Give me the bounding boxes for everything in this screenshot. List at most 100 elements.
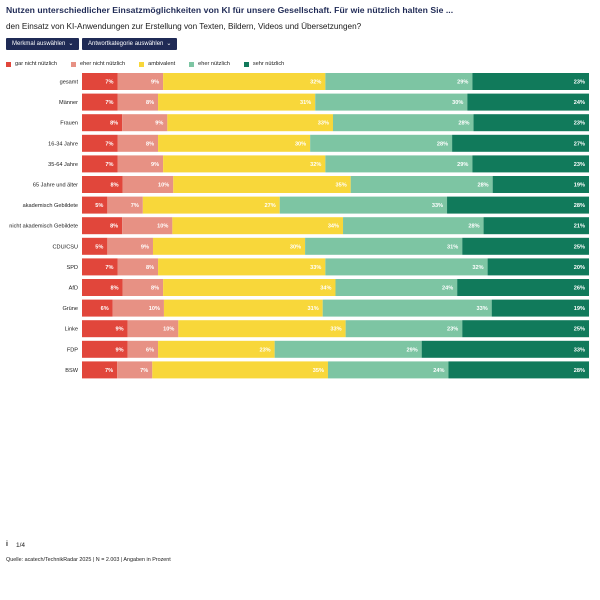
bar-segment[interactable]	[350, 176, 493, 193]
bar-segment[interactable]	[122, 279, 164, 296]
bar-segment[interactable]	[473, 114, 589, 132]
bar-segment[interactable]	[82, 93, 118, 111]
bar-segment[interactable]	[173, 176, 351, 193]
bar-segment[interactable]	[491, 299, 589, 317]
bar-segment[interactable]	[343, 217, 484, 235]
bar-segment[interactable]	[82, 134, 118, 152]
bar-segment[interactable]	[322, 299, 492, 317]
bar-segment[interactable]	[127, 320, 179, 338]
bar-segment[interactable]	[117, 258, 159, 276]
bar-segment[interactable]	[421, 340, 589, 358]
bar-segment[interactable]	[117, 361, 153, 379]
bar-segment[interactable]	[82, 176, 123, 193]
legend-swatch	[139, 61, 145, 67]
bar-segment[interactable]	[172, 217, 344, 235]
bar-segment[interactable]	[122, 176, 174, 193]
bar-segment[interactable]	[82, 361, 118, 379]
bar-segment[interactable]	[178, 320, 346, 338]
bar-segment[interactable]	[447, 196, 589, 214]
bar-segment[interactable]	[462, 320, 589, 338]
bar-segment[interactable]	[163, 73, 326, 90]
bar-segment[interactable]	[117, 134, 159, 152]
bar-segment[interactable]	[163, 299, 323, 317]
bar-segment[interactable]	[167, 114, 333, 132]
bar-segment[interactable]	[467, 93, 589, 111]
bar-segment[interactable]	[163, 155, 326, 173]
bar-segment[interactable]	[152, 237, 306, 255]
legend-item[interactable]: gar nicht nützlich	[6, 61, 57, 67]
bar-segment[interactable]	[82, 73, 118, 90]
bar-segment[interactable]	[325, 155, 473, 173]
bar-segment[interactable]	[315, 93, 468, 111]
bar-segment[interactable]	[82, 114, 123, 132]
bar-segment[interactable]	[332, 114, 474, 132]
bar-segment[interactable]	[82, 320, 128, 338]
bar-segment[interactable]	[462, 237, 589, 255]
bar-segment[interactable]	[483, 217, 589, 235]
bar-segment[interactable]	[325, 258, 488, 276]
data-label: 7%	[105, 368, 113, 374]
bar-segment[interactable]	[82, 279, 123, 296]
stacked-bar-chart: gesamt 7% 9% 32% 29% 23% Männer 7% 8% 31% 30% 24% Fr…	[9, 73, 589, 379]
bar-segment[interactable]	[158, 93, 316, 111]
data-label: 19%	[574, 306, 585, 312]
feature-dropdown[interactable]: Merkmal auswählen ⌄	[6, 38, 80, 50]
data-label: 10%	[158, 183, 169, 189]
chart-legend: gar nicht nützlich eher nicht nützlich amb…	[6, 59, 284, 69]
bar-segment[interactable]	[327, 361, 449, 379]
bar-segment[interactable]	[82, 258, 118, 276]
bar-segment[interactable]	[117, 93, 159, 111]
bar-segment[interactable]	[107, 237, 153, 255]
bar-segment[interactable]	[274, 340, 422, 358]
bar-segment[interactable]	[152, 361, 328, 379]
bar-segment[interactable]	[163, 279, 336, 296]
data-label: 7%	[105, 80, 113, 86]
bar-segment[interactable]	[117, 155, 164, 173]
data-label: 33%	[432, 203, 443, 209]
data-label: 33%	[318, 121, 329, 127]
bar-segment[interactable]	[452, 134, 589, 152]
legend-item[interactable]: ambivalent	[139, 61, 175, 67]
data-label: 8%	[110, 121, 118, 127]
bar-segment[interactable]	[107, 196, 143, 214]
bar-segment[interactable]	[158, 258, 326, 276]
bar-segment[interactable]	[82, 299, 113, 317]
bar-segment[interactable]	[492, 176, 589, 193]
bar-segment[interactable]	[122, 114, 168, 132]
bar-segment[interactable]	[82, 155, 118, 173]
bar-segment[interactable]	[487, 258, 589, 276]
category-dropdown[interactable]: Antwortkategorie auswählen ⌄	[82, 38, 178, 50]
bar-segment[interactable]	[82, 196, 108, 214]
bar-segment[interactable]	[310, 134, 453, 152]
legend-item[interactable]: sehr nützlich	[243, 61, 284, 67]
info-icon[interactable]: i	[6, 541, 8, 548]
bar-segment[interactable]	[122, 217, 173, 235]
bar-segment[interactable]	[335, 279, 458, 296]
bar-segment[interactable]	[448, 361, 589, 379]
bar-segment[interactable]	[305, 237, 463, 255]
bar-segment[interactable]	[457, 279, 589, 296]
bar-segment[interactable]	[142, 196, 280, 214]
data-label: 19%	[574, 183, 585, 189]
bar-segment[interactable]	[158, 340, 275, 358]
bar-segment[interactable]	[127, 340, 159, 358]
data-label: 9%	[141, 244, 149, 250]
bar-segment[interactable]	[345, 320, 463, 338]
bar-segment[interactable]	[279, 196, 448, 214]
legend-item[interactable]: eher nicht nützlich	[70, 61, 125, 67]
bar-segment[interactable]	[82, 237, 108, 255]
bar-segment[interactable]	[112, 299, 164, 317]
data-label: 30%	[295, 141, 306, 147]
bar-segment[interactable]	[82, 340, 128, 358]
data-label: 21%	[574, 224, 585, 230]
bar-segment[interactable]	[472, 73, 589, 90]
bar-segment[interactable]	[325, 73, 473, 90]
legend-item[interactable]: eher nützlich	[189, 61, 230, 67]
bar-segment[interactable]	[117, 73, 164, 90]
bar-segment[interactable]	[472, 155, 589, 173]
data-label: 7%	[105, 162, 113, 168]
data-label: 23%	[447, 327, 458, 333]
bar-segment[interactable]	[158, 134, 311, 152]
data-label: 27%	[265, 203, 276, 209]
bar-segment[interactable]	[82, 217, 123, 235]
